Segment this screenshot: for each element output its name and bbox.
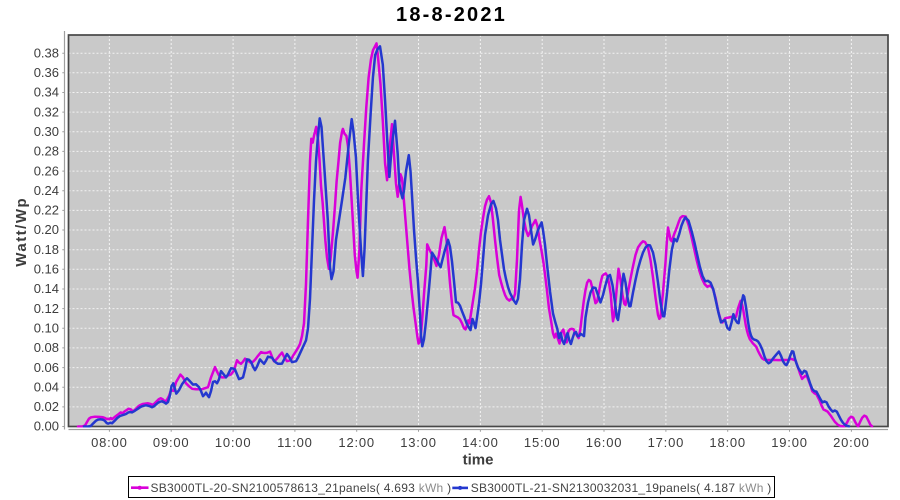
svg-text:SB3000TL-21-SN2130032031_19pan: SB3000TL-21-SN2130032031_19panels( 4.187… bbox=[471, 481, 772, 495]
svg-text:20:00: 20:00 bbox=[833, 435, 870, 450]
svg-text:0.14: 0.14 bbox=[34, 281, 59, 296]
svg-text:0.20: 0.20 bbox=[34, 222, 59, 237]
svg-text:19:00: 19:00 bbox=[771, 435, 808, 450]
svg-text:17:00: 17:00 bbox=[648, 435, 685, 450]
svg-text:10:00: 10:00 bbox=[215, 435, 252, 450]
svg-text:0.02: 0.02 bbox=[34, 399, 59, 414]
svg-text:13:00: 13:00 bbox=[400, 435, 437, 450]
svg-text:0.04: 0.04 bbox=[34, 379, 59, 394]
svg-text:0.00: 0.00 bbox=[34, 419, 59, 434]
svg-text:18:00: 18:00 bbox=[709, 435, 746, 450]
svg-text:14:00: 14:00 bbox=[462, 435, 499, 450]
svg-text:0.26: 0.26 bbox=[34, 163, 59, 178]
svg-text:12:00: 12:00 bbox=[338, 435, 375, 450]
svg-text:0.28: 0.28 bbox=[34, 144, 59, 159]
svg-text:08:00: 08:00 bbox=[91, 435, 128, 450]
svg-text:16:00: 16:00 bbox=[586, 435, 623, 450]
svg-text:0.06: 0.06 bbox=[34, 360, 59, 375]
svg-text:18-8-2021: 18-8-2021 bbox=[396, 4, 507, 26]
svg-text:0.32: 0.32 bbox=[34, 104, 59, 119]
svg-text:0.22: 0.22 bbox=[34, 203, 59, 218]
svg-text:0.30: 0.30 bbox=[34, 124, 59, 139]
svg-text:09:00: 09:00 bbox=[153, 435, 190, 450]
svg-text:15:00: 15:00 bbox=[524, 435, 561, 450]
svg-text:11:00: 11:00 bbox=[277, 435, 313, 450]
svg-text:0.34: 0.34 bbox=[34, 85, 59, 100]
svg-text:SB3000TL-20-SN2100578613_21pan: SB3000TL-20-SN2100578613_21panels( 4.693… bbox=[151, 481, 452, 495]
svg-text:0.36: 0.36 bbox=[34, 65, 59, 80]
svg-text:0.10: 0.10 bbox=[34, 321, 59, 336]
svg-text:0.08: 0.08 bbox=[34, 340, 59, 355]
svg-text:0.16: 0.16 bbox=[34, 262, 59, 277]
svg-text:Watt/Wp: Watt/Wp bbox=[13, 197, 30, 267]
svg-text:0.18: 0.18 bbox=[34, 242, 59, 257]
svg-text:0.38: 0.38 bbox=[34, 45, 59, 60]
svg-text:0.24: 0.24 bbox=[34, 183, 59, 198]
svg-text:time: time bbox=[463, 452, 494, 469]
svg-text:0.12: 0.12 bbox=[34, 301, 59, 316]
